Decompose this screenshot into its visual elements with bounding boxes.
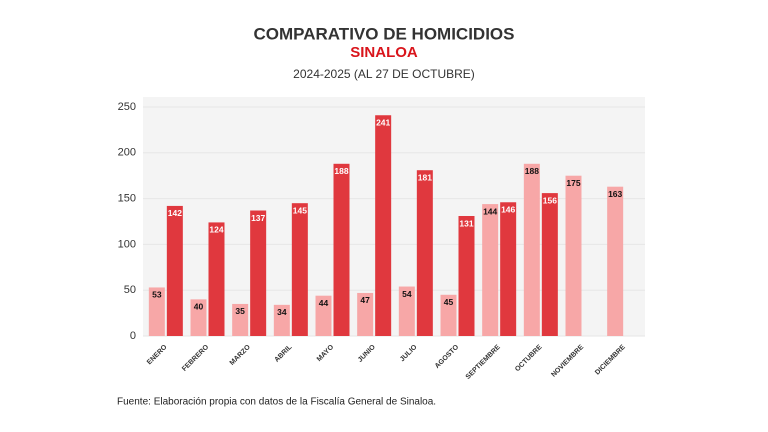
bar bbox=[375, 115, 392, 336]
y-tick-label: 0 bbox=[130, 330, 136, 342]
bar bbox=[190, 299, 207, 336]
value-label: 53 bbox=[152, 290, 162, 300]
x-tick-label: OCTUBRE bbox=[514, 344, 544, 374]
chart-title: COMPARATIVO DE HOMICIDIOS bbox=[254, 24, 515, 43]
x-tick-label: MAYO bbox=[316, 343, 336, 363]
x-tick-label: JUNIO bbox=[357, 343, 377, 363]
value-label: 44 bbox=[319, 298, 329, 308]
x-tick-label: NOVIEMBRE bbox=[550, 344, 585, 379]
x-tick-label: SEPTIEMBRE bbox=[465, 344, 502, 381]
bar bbox=[458, 216, 475, 336]
value-label: 241 bbox=[376, 117, 390, 127]
value-label: 47 bbox=[360, 295, 370, 305]
value-label: 45 bbox=[444, 297, 454, 307]
chart-note: 2024-2025 (AL 27 DE OCTUBRE) bbox=[293, 67, 475, 81]
plot-background bbox=[143, 97, 645, 336]
value-label: 146 bbox=[501, 205, 515, 215]
bar bbox=[440, 294, 457, 336]
bar bbox=[148, 287, 165, 336]
value-label: 35 bbox=[235, 306, 245, 316]
x-tick-label: FEBRERO bbox=[181, 343, 211, 373]
value-label: 131 bbox=[459, 218, 473, 228]
x-tick-label: MARZO bbox=[229, 343, 252, 366]
x-tick-label: ENERO bbox=[146, 343, 169, 366]
y-tick-label: 150 bbox=[118, 193, 136, 205]
value-label: 34 bbox=[277, 307, 287, 317]
value-label: 144 bbox=[483, 206, 497, 216]
bar bbox=[500, 202, 517, 336]
x-tick-label: AGOSTO bbox=[434, 343, 461, 370]
value-label: 124 bbox=[209, 225, 223, 235]
x-tick-label: JULIO bbox=[399, 343, 419, 363]
value-label: 181 bbox=[418, 172, 432, 182]
bar bbox=[482, 204, 499, 336]
source: Fuente: Elaboración propia con datos de … bbox=[117, 397, 436, 408]
bar bbox=[565, 175, 582, 336]
value-label: 156 bbox=[543, 195, 557, 205]
bar bbox=[291, 203, 308, 336]
bar bbox=[416, 170, 433, 336]
bar bbox=[541, 193, 558, 336]
value-label: 40 bbox=[194, 302, 204, 312]
y-tick-label: 200 bbox=[118, 147, 136, 159]
bar bbox=[523, 163, 540, 336]
bar bbox=[357, 292, 374, 336]
value-label: 137 bbox=[251, 213, 265, 223]
value-label: 175 bbox=[566, 178, 580, 188]
x-tick-label: ABRIL bbox=[273, 343, 294, 364]
value-label: 163 bbox=[608, 189, 622, 199]
bar bbox=[250, 210, 267, 336]
bar bbox=[232, 303, 249, 336]
bar bbox=[273, 304, 290, 336]
bar bbox=[607, 186, 624, 336]
value-label: 188 bbox=[334, 166, 348, 176]
bar bbox=[315, 295, 332, 336]
y-tick-label: 250 bbox=[118, 101, 136, 113]
chart-subtitle: SINALOA bbox=[350, 44, 418, 61]
y-tick-label: 100 bbox=[118, 238, 136, 250]
bar bbox=[208, 222, 225, 336]
value-label: 142 bbox=[168, 208, 182, 218]
value-label: 188 bbox=[525, 166, 539, 176]
bar bbox=[166, 205, 183, 336]
x-tick-label: DICIEMBRE bbox=[594, 344, 627, 377]
bar bbox=[333, 163, 350, 336]
y-tick-label: 50 bbox=[124, 284, 136, 296]
value-label: 145 bbox=[293, 205, 307, 215]
bar bbox=[398, 286, 415, 336]
value-label: 54 bbox=[402, 289, 412, 299]
